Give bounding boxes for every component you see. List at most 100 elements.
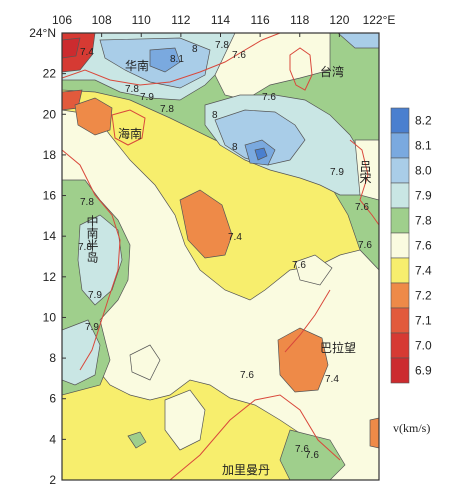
contour-label: 8 — [212, 110, 218, 121]
legend-label: 7.2 — [415, 289, 432, 303]
legend-label: 7.1 — [415, 314, 432, 328]
contour-label: 7.8 — [78, 242, 92, 253]
lon-tick-label: 110 — [132, 13, 151, 27]
lon-tick-label: 108 — [92, 13, 112, 27]
lat-tick-label: 2 — [49, 473, 56, 487]
contour-label: 7.6 — [358, 240, 372, 251]
place-label-palawan: 巴拉望 — [320, 340, 356, 355]
fill-ne-blue — [337, 33, 379, 49]
lat-tick-label: 18 — [43, 148, 57, 162]
lat-tick-label: 6 — [49, 392, 56, 406]
lat-tick-label: 4 — [49, 432, 56, 446]
contour-label: 8 — [232, 142, 238, 153]
legend-swatch — [390, 157, 410, 184]
fill-trough-82 — [254, 147, 268, 161]
fill-south-72-b — [369, 417, 379, 449]
place-label-south-china: 华南 — [125, 58, 149, 73]
lon-tick-label: 112 — [171, 13, 190, 27]
contour-label: 7.8 — [160, 104, 174, 115]
legend-label: 7.0 — [415, 339, 432, 353]
contour-label: 7.4 — [80, 47, 94, 58]
lat-tick-label: 16 — [43, 189, 57, 203]
fill-north-76 — [214, 33, 331, 101]
legend-swatch — [390, 307, 410, 334]
fill-south-china-81 — [149, 47, 181, 73]
legend-label: 7.4 — [415, 264, 432, 278]
contour-label: 8.1 — [170, 54, 184, 65]
legend-label: 8.1 — [415, 139, 432, 153]
coast-palawan — [284, 289, 331, 353]
velocity-legend: 8.2 8.1 8.0 7.9 7.8 7.6 7.4 7.2 7.1 7.0 6.9 — [390, 107, 432, 384]
contour-label: 7.6 — [295, 444, 309, 455]
lat-tick-label: 20 — [43, 107, 57, 121]
lat-tick-label: 24°N — [29, 26, 56, 40]
legend-label: 7.8 — [415, 214, 432, 228]
fill-center-72 — [179, 189, 233, 259]
fill-indochina-79 — [77, 214, 123, 306]
contour-label: 7.6 — [232, 50, 246, 61]
legend-swatch — [390, 282, 410, 309]
legend-swatch — [390, 357, 410, 384]
contour-label: 7.6 — [292, 260, 306, 271]
contour-label: 7.4 — [325, 374, 339, 385]
contour-label: 7.6 — [355, 202, 369, 213]
lon-tick-label: 114 — [211, 13, 230, 27]
latitude-axis: 24°N 22 20 18 16 14 12 10 8 6 4 2 — [29, 26, 66, 487]
coast-south-china — [62, 33, 281, 86]
legend-swatch — [390, 182, 410, 209]
coast-borneo — [169, 394, 341, 480]
fill-nw-low-core — [62, 37, 81, 59]
legend-swatch — [390, 257, 410, 284]
place-label-kalimantan: 加里曼丹 — [222, 463, 270, 477]
lat-tick-label: 22 — [43, 67, 57, 81]
place-label-hainan: 海南 — [118, 126, 142, 141]
fill-hainan-72 — [74, 97, 113, 136]
place-label-indochina: 中南半岛 — [85, 214, 99, 264]
coast-luzon — [349, 139, 379, 226]
legend-label: 7.6 — [415, 239, 432, 253]
contour-label: 7.8 — [215, 40, 229, 51]
contour-label: 7.9 — [140, 92, 154, 103]
lon-tick-label: 106 — [52, 13, 72, 27]
contour-label: 8 — [192, 44, 198, 55]
fill-blob-76-a — [129, 344, 161, 381]
contour-label: 7.6 — [305, 450, 319, 461]
coastlines — [62, 33, 379, 480]
place-label-luzon: 吕宋 — [358, 160, 372, 184]
fill-blob-76-c — [164, 389, 206, 451]
legend-label: 7.9 — [415, 189, 432, 203]
legend-swatch — [390, 232, 410, 259]
legend-swatch — [390, 107, 410, 134]
lon-tick-label: 118 — [290, 13, 309, 27]
place-label-taiwan: 台湾 — [320, 64, 344, 79]
lon-tick-label: 122°E — [363, 13, 396, 27]
contour-label: 7.9 — [330, 167, 344, 178]
coast-hainan — [111, 109, 146, 146]
legend-unit: v(km/s) — [393, 421, 430, 435]
legend-label: 8.2 — [415, 114, 432, 128]
fill-blob-76-b — [294, 254, 333, 286]
contour-label: 7.8 — [80, 197, 94, 208]
lat-tick-label: 8 — [49, 351, 56, 365]
lon-tick-label: 116 — [251, 13, 270, 27]
contour-label: 7.4 — [228, 232, 242, 243]
legend-label: 6.9 — [415, 364, 432, 378]
contour-label: 7.9 — [88, 290, 102, 301]
contour-label: 7.9 — [85, 322, 99, 333]
legend-swatch — [390, 207, 410, 234]
lat-tick-label: 10 — [43, 310, 57, 324]
contour-label: 7.6 — [262, 92, 276, 103]
fill-trough-80 — [214, 109, 306, 166]
contour-labels: 7.48.18 7.87.97.87.87.6887.67.97.67.67.47… — [78, 40, 372, 461]
legend-swatch — [390, 332, 410, 359]
contour-label: 7.6 — [240, 370, 254, 381]
lon-tick-label: 120 — [329, 13, 349, 27]
legend-label: 8.0 — [415, 164, 432, 178]
fill-indochina-79-south — [62, 319, 101, 386]
coast-indochina — [62, 149, 121, 371]
contour-label: 7.8 — [125, 84, 139, 95]
legend-swatch — [390, 132, 410, 159]
longitude-axis: 106 108 110 112 114 116 118 120 122°E — [52, 13, 395, 37]
